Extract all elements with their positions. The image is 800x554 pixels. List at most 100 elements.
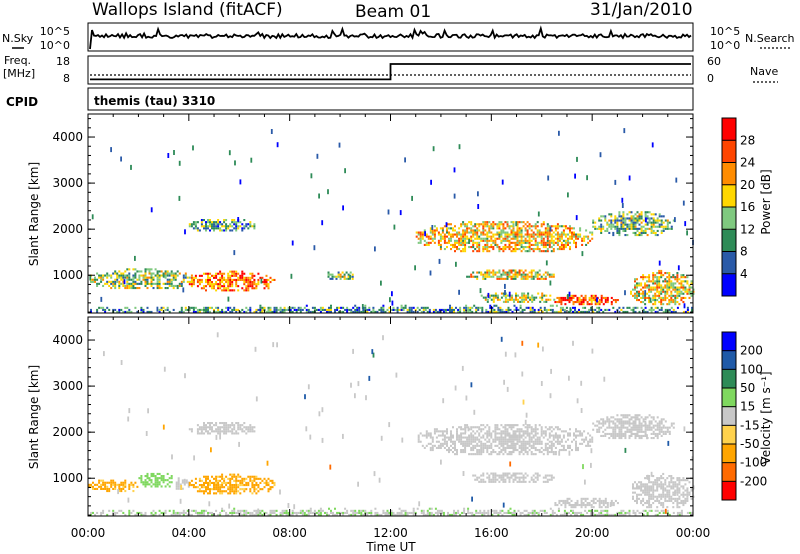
echo-cell: [464, 239, 467, 242]
echo-cell: [502, 478, 505, 481]
echo-cell: [209, 285, 211, 288]
echo-cell: [684, 286, 687, 289]
echo-cell: [662, 221, 665, 224]
echo-cell: [638, 428, 641, 431]
echo-cell: [536, 472, 539, 475]
echo-cell: [648, 219, 651, 222]
echo-cell: [408, 306, 411, 309]
echo-cell: [498, 442, 501, 445]
echo-cell: [476, 229, 479, 232]
echo-cell: [478, 449, 481, 452]
echo-cell: [580, 303, 583, 306]
echo-cell: [691, 306, 693, 309]
echo-cell: [486, 440, 489, 443]
echo-cell: [538, 451, 541, 454]
echo-cell: [508, 243, 511, 246]
echo-cell: [469, 306, 472, 309]
echo-cell: [476, 430, 479, 433]
echo-cell: [620, 223, 623, 226]
echo-cell: [569, 235, 571, 238]
echo-cell: [453, 167, 456, 173]
echo-cell: [536, 229, 539, 232]
echo-cell: [501, 179, 504, 185]
echo-cell: [423, 446, 426, 449]
echo-cell: [512, 227, 515, 230]
echo-cell: [670, 495, 673, 498]
echo-cell: [508, 453, 511, 456]
echo-cell: [626, 223, 629, 226]
echo-cell: [148, 268, 151, 271]
echo-cell: [443, 235, 446, 238]
echo-cell: [229, 283, 232, 286]
echo-cell: [512, 233, 515, 236]
echo-cell: [644, 502, 647, 505]
echo-cell: [126, 276, 129, 279]
echo-cell: [628, 306, 631, 309]
echo-cell: [552, 436, 555, 439]
echo-cell: [644, 294, 647, 297]
echo-cell: [636, 434, 639, 437]
echo-cell: [550, 250, 553, 253]
echo-cell: [569, 241, 571, 244]
echo-cell: [544, 446, 547, 449]
echo-cell: [354, 304, 357, 307]
echo-cell: [634, 432, 637, 435]
echo-cell: [579, 432, 582, 435]
echo-cell: [158, 308, 161, 311]
echo-cell: [466, 223, 469, 226]
echo-cell: [203, 490, 205, 493]
echo-cell: [437, 243, 440, 246]
echo-cell: [676, 504, 679, 507]
echo-cell: [506, 446, 509, 449]
echo-cell: [552, 243, 555, 246]
echo-cell: [644, 428, 647, 431]
echo-cell: [468, 231, 471, 234]
echo-cell: [569, 237, 571, 240]
echo-cell: [225, 511, 228, 514]
echo-cell: [494, 434, 497, 437]
echo-cell: [590, 306, 593, 309]
echo-cell: [508, 432, 511, 435]
echo-cell: [190, 428, 193, 431]
echo-cell: [389, 297, 391, 303]
echo-cell: [668, 310, 671, 313]
echo-cell: [90, 485, 92, 488]
echo-cell: [402, 308, 405, 311]
echo-cell: [474, 426, 477, 429]
echo-cell: [209, 481, 211, 484]
echo-cell: [660, 296, 663, 299]
echo-cell: [307, 509, 310, 512]
echo-cell: [438, 310, 441, 313]
echo-cell: [231, 285, 234, 288]
echo-cell: [217, 475, 220, 478]
echo-cell: [536, 233, 539, 236]
echo-cell: [573, 241, 575, 244]
echo-cell: [618, 219, 621, 222]
echo-cell: [568, 296, 571, 299]
echo-cell: [158, 481, 161, 484]
echo-cell: [510, 275, 513, 278]
echo-cell: [493, 304, 496, 307]
echo-cell: [512, 444, 515, 447]
echo-cell: [468, 246, 471, 249]
echo-cell: [194, 225, 197, 228]
echo-cell: [584, 306, 587, 309]
echo-cell: [303, 306, 306, 309]
echo-cell: [472, 239, 475, 242]
echo-cell: [654, 303, 657, 306]
echo-cell: [596, 430, 599, 433]
echo-cell: [506, 444, 509, 447]
echo-cell: [561, 308, 564, 311]
echo-cell: [500, 231, 503, 234]
echo-cell: [676, 290, 679, 293]
echo-cell: [548, 451, 551, 454]
echo-cell: [439, 243, 442, 246]
echo-cell: [554, 446, 557, 449]
echo-cell: [638, 223, 641, 226]
echo-cell: [568, 504, 571, 507]
echo-cell: [614, 219, 617, 222]
echo-cell: [602, 227, 605, 230]
echo-cell: [668, 495, 671, 498]
echo-cell: [144, 485, 147, 488]
echo-cell: [686, 306, 689, 309]
